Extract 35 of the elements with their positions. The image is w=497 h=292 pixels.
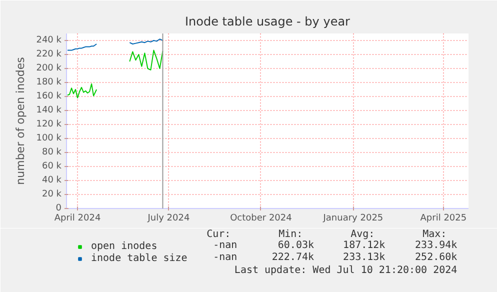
text: -nan <box>213 252 238 263</box>
y-tick-label: 80 k <box>42 148 62 158</box>
y-tick-label: 40 k <box>42 176 62 186</box>
chart-title: Inode table usage - by year <box>185 14 350 28</box>
x-tick-label: April 2024 <box>54 214 101 224</box>
y-tick-label: 20 k <box>42 190 62 200</box>
y-tick-label: 200 k <box>36 64 62 74</box>
x-tick-label: January 2025 <box>322 214 384 224</box>
text: 233.94k <box>415 240 458 251</box>
text: Max: <box>422 229 447 240</box>
text: Avg: <box>350 229 375 240</box>
text: 222.74k <box>272 252 314 263</box>
text: -nan <box>213 240 238 251</box>
y-tick-label: 0 <box>56 204 62 214</box>
y-tick-label: 120 k <box>36 120 62 130</box>
text: Min: <box>278 229 303 240</box>
y-tick-label: 140 k <box>36 106 62 116</box>
y-tick-label: 160 k <box>36 92 62 102</box>
text: 60.03k <box>278 240 314 251</box>
y-tick-label: 180 k <box>36 78 62 88</box>
y-tick-label: 100 k <box>36 134 62 144</box>
text: 233.13k <box>343 252 386 263</box>
x-tick-label: July 2024 <box>146 214 190 224</box>
y-tick-label: 60 k <box>42 162 62 172</box>
y-axis-title: number of open inodes <box>14 56 28 185</box>
text: 187.12k <box>343 240 386 251</box>
text: 252.60k <box>415 252 458 263</box>
y-tick-label: 220 k <box>36 50 62 60</box>
x-tick-label: April 2025 <box>420 214 467 224</box>
y-tick-label: 240 k <box>36 36 62 46</box>
text: Cur: <box>206 229 231 240</box>
legend-label: open inodes <box>91 241 158 252</box>
x-tick-label: October 2024 <box>230 214 292 224</box>
legend-label: inode table size <box>91 253 188 264</box>
text: Last update: Wed Jul 10 21:20:00 2024 <box>234 265 458 276</box>
